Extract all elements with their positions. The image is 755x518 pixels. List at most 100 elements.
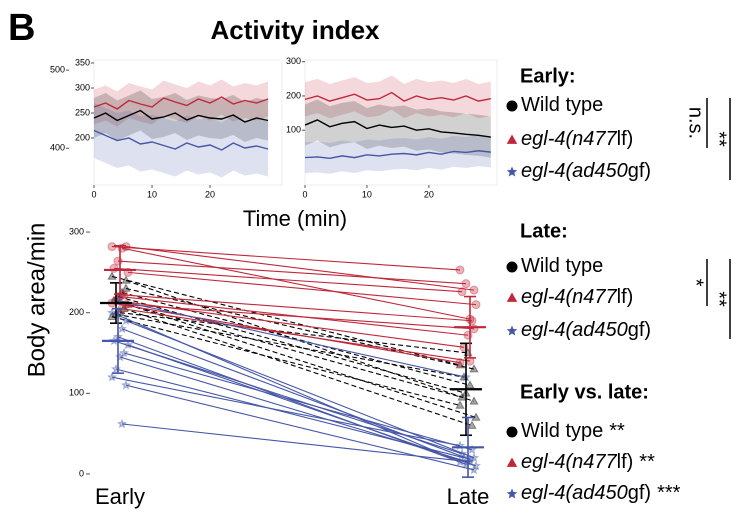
marker (455, 265, 465, 275)
legend-title: Early: (520, 65, 576, 87)
marker (461, 279, 471, 289)
legend-label-plain: Wild type (521, 255, 603, 277)
y-axis-label: Body area/min (23, 223, 50, 378)
marker (465, 380, 475, 389)
individual-line (111, 246, 461, 271)
individual-line (125, 384, 475, 471)
inset-background (304, 59, 498, 186)
individual-line (117, 260, 467, 285)
marker (456, 448, 468, 459)
marker (113, 256, 123, 266)
marker (467, 420, 477, 429)
marker (506, 488, 518, 499)
marker (458, 452, 470, 463)
mean-line (304, 119, 491, 138)
individual-line (113, 267, 463, 293)
individual-line (121, 247, 471, 320)
marker (116, 323, 128, 334)
legend-label-italic: egl-4(n477 (521, 128, 618, 150)
marker (506, 261, 518, 273)
y2-tick-label: 400 (50, 143, 65, 153)
legend-label: egl-4(n477lf) ** (521, 451, 655, 473)
individual-line (125, 304, 475, 330)
legend-label-plain: gf) (628, 319, 651, 341)
marker (120, 379, 132, 390)
marker (471, 300, 481, 310)
legend-label-plain: Wild type (521, 94, 603, 116)
y-tick-label: 100 (69, 388, 84, 398)
marker (470, 460, 482, 471)
individual-line (115, 313, 465, 378)
individual-line (123, 308, 473, 427)
marker (106, 371, 118, 382)
legend-label-plain: Wild type (521, 420, 603, 442)
significance-label: ** (708, 131, 730, 147)
legend-label: Wild type (521, 255, 603, 277)
marker (122, 339, 134, 350)
marker (468, 464, 480, 475)
marker (506, 134, 518, 144)
marker (469, 285, 479, 295)
legend-label-italic: egl-4(ad450 (521, 160, 628, 182)
marker (469, 364, 479, 373)
individual-line (123, 294, 473, 322)
legend-label-plain: lf) (617, 451, 634, 473)
y-tick-label: 200 (286, 90, 301, 100)
mean-line (93, 96, 269, 110)
marker (118, 347, 130, 358)
x-tick-label: Late (447, 484, 490, 509)
legend-label-plain: lf) (617, 286, 634, 308)
legend-title: Early vs. late: (520, 381, 649, 403)
individual-line (117, 300, 467, 378)
individual-line (125, 320, 475, 459)
legend-label: egl-4(ad450gf) (521, 160, 651, 182)
marker (506, 325, 518, 336)
y-tick-label: 300 (75, 82, 90, 92)
marker (109, 263, 119, 273)
legend-label: egl-4(n477lf) (521, 286, 633, 308)
marker (506, 166, 518, 177)
significance-label: * (685, 279, 707, 287)
individual-line (125, 287, 475, 370)
y2-tick-label: 500 (50, 65, 65, 75)
y-tick-label: 300 (69, 226, 84, 236)
marker (506, 100, 518, 112)
significance-label: ** (708, 291, 730, 307)
marker (469, 396, 479, 405)
y-tick-label: 350 (75, 57, 90, 67)
marker (116, 418, 128, 429)
individual-line (111, 316, 461, 406)
y-tick-label: 100 (286, 125, 301, 135)
marker (121, 275, 131, 284)
individual-line (117, 296, 467, 394)
mean-line (304, 91, 491, 102)
marker (107, 242, 117, 252)
mean-line (93, 109, 269, 123)
legend-label: Wild type (521, 94, 603, 116)
individual-line (111, 376, 461, 447)
error-band (305, 99, 491, 158)
marker (107, 271, 117, 280)
legend-label-italic: egl-4(n477 (521, 286, 618, 308)
significance-label: n.s. (685, 107, 707, 139)
marker (506, 292, 518, 302)
individual-line (127, 304, 477, 419)
individual-line (119, 312, 469, 354)
individual-line (121, 308, 471, 362)
legend-label: egl-4(n477lf) (521, 128, 633, 150)
individual-line (119, 356, 469, 463)
individual-line (123, 352, 473, 451)
error-band (94, 79, 269, 127)
legend-label: Wild type ** (521, 420, 625, 442)
x-tick-label: Early (95, 484, 145, 509)
x-tick-label: 0 (91, 189, 96, 199)
legend-label-plain: lf) (617, 128, 634, 150)
significance: *** (657, 482, 681, 504)
panel-label: B (8, 7, 35, 49)
mean-line (304, 150, 491, 159)
y-tick-label: 200 (69, 307, 84, 317)
marker (107, 311, 117, 321)
marker (455, 400, 465, 409)
individual-line (115, 368, 465, 459)
